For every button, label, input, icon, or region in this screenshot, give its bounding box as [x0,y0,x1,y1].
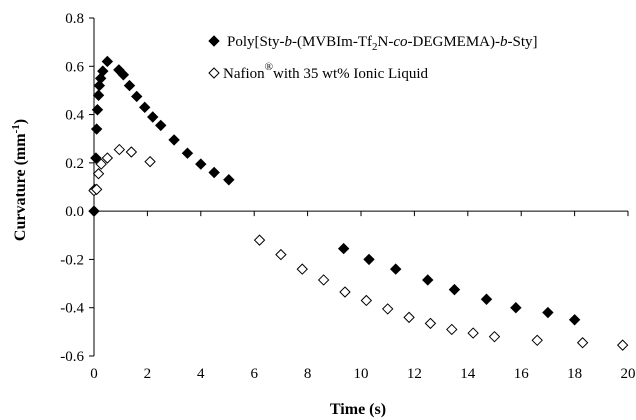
data-point-filled-diamond [208,166,220,179]
data-point-filled-diamond [448,283,461,296]
data-point-filled-diamond [510,302,522,314]
data-point-open-diamond [113,143,126,156]
x-tick-label: 10 [354,366,369,382]
data-point-open-diamond [488,330,501,343]
x-axis-title: Time (s) [330,401,386,418]
y-axis-title: Curvature (mm-1) [10,119,29,241]
series-0 [88,55,581,326]
data-point-open-diamond [616,339,629,351]
series-1 [88,143,629,351]
data-point-open-diamond [531,334,543,347]
x-tick-label: 18 [567,366,582,382]
data-point-open-diamond [381,303,394,315]
y-tick-label: 0.8 [65,11,84,27]
data-point-filled-diamond [363,253,375,266]
x-tick-label: 2 [144,366,152,382]
x-tick-label: 4 [197,366,205,382]
data-point-filled-diamond [223,174,235,186]
y-tick-label: 0.4 [65,108,84,124]
y-tick-label: 0.6 [65,59,84,75]
data-point-filled-diamond [181,147,194,159]
data-point-filled-diamond [101,55,114,68]
x-tick-label: 6 [250,366,258,382]
x-axis: 0 2 4 6 8 10 12 14 16 18 20 [90,210,636,382]
y-axis-title-tail: ) [12,119,29,124]
data-point-open-diamond [253,234,266,246]
x-tick-label: 16 [514,366,530,382]
data-point-filled-diamond [97,65,109,77]
x-tick-label: 8 [304,366,312,382]
y-tick-label: -0.4 [60,301,84,317]
y-tick-label: -0.6 [60,349,84,365]
y-axis-title-superscript: -1 [10,124,22,133]
data-point-open-diamond [144,155,156,168]
data-point-filled-diamond [195,158,207,170]
data-point-filled-diamond [168,134,180,146]
data-point-filled-diamond [93,79,106,92]
data-point-open-diamond [317,274,330,286]
data-point-open-diamond [446,323,458,336]
series-layer [88,55,629,351]
data-point-filled-diamond [117,69,130,81]
data-point-filled-diamond [90,123,103,135]
x-tick-label: 12 [407,366,422,382]
data-point-open-diamond [576,337,589,349]
data-point-open-diamond [360,294,373,307]
data-point-open-diamond [296,263,308,275]
data-point-filled-diamond [94,72,107,85]
data-point-filled-diamond [422,274,434,286]
data-point-filled-diamond [337,242,350,255]
legend: Poly[Sty-b-(MVBIm-Tf2N-co-DEGMEMA)-b-Sty… [208,34,537,82]
data-point-open-diamond [90,183,103,196]
data-point-filled-diamond [91,104,104,116]
data-point-filled-diamond [390,263,402,275]
legend-label-poly: Poly[Sty-b-(MVBIm-Tf2N-co-DEGMEMA)-b-Sty… [227,34,537,53]
x-tick-label: 0 [90,366,98,382]
y-tick-label: 0.2 [65,156,84,172]
data-point-open-diamond [424,317,437,330]
data-point-filled-diamond [480,293,493,305]
y-axis: -0.6 -0.4 -0.2 0.0 0.2 0.4 0.6 0.8 [60,11,95,365]
data-point-filled-diamond [131,90,143,103]
y-tick-label: 0.0 [65,204,84,220]
data-point-filled-diamond [568,314,581,326]
data-point-open-diamond [403,311,415,324]
data-point-open-diamond [467,327,479,339]
legend-label-nafion: Nafion®with 35 wt% Ionic Liquid [223,61,428,82]
data-point-filled-diamond [542,306,554,319]
x-tick-label: 20 [621,366,636,382]
data-point-open-diamond [101,152,114,164]
y-tick-label: -0.2 [60,252,84,268]
data-point-open-diamond [339,286,351,298]
data-point-filled-diamond [88,205,100,217]
data-point-open-diamond [95,158,107,170]
data-point-filled-diamond [155,119,167,132]
data-point-open-diamond [275,248,287,261]
x-tick-label: 14 [460,366,476,382]
data-point-filled-diamond [123,79,136,92]
data-point-open-diamond [92,168,105,180]
legend-marker-nafion [208,67,220,79]
data-point-filled-diamond [147,111,159,123]
data-point-filled-diamond [92,89,105,101]
legend-marker-poly [208,35,220,47]
data-point-filled-diamond [139,101,151,114]
data-point-open-diamond [125,146,138,158]
y-axis-title-main: Curvature (mm [12,133,29,241]
data-point-filled-diamond [90,152,102,164]
